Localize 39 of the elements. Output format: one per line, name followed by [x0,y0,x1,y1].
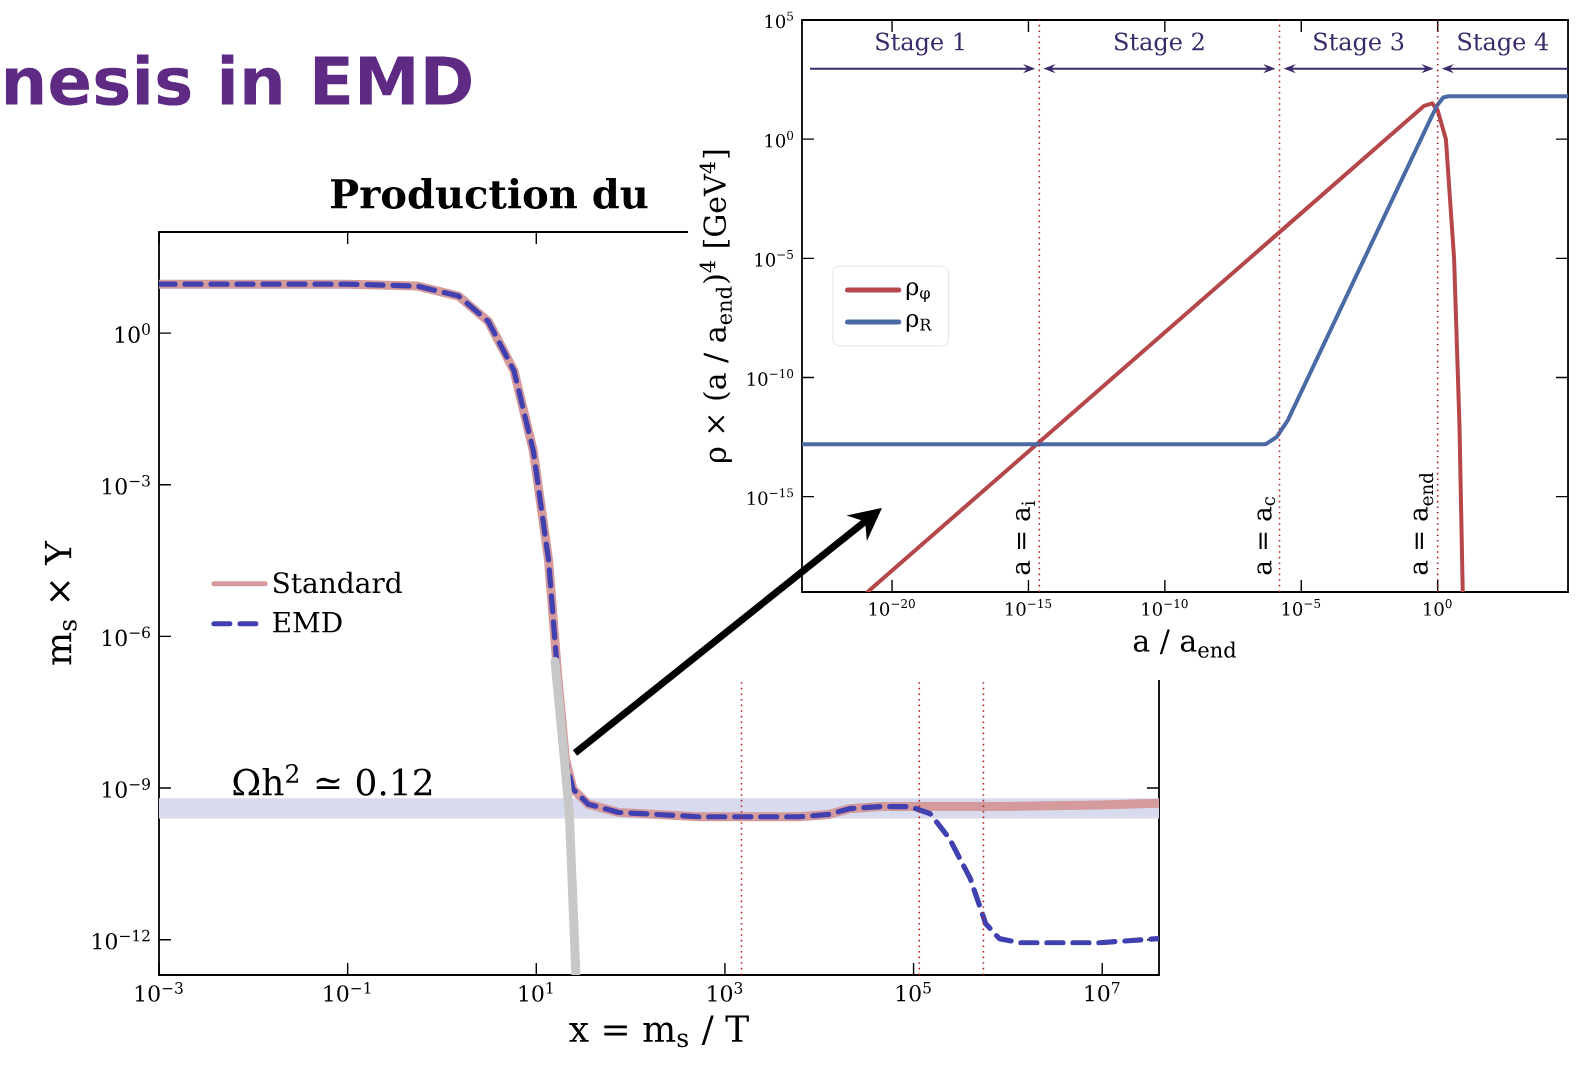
x-tick-label: 10$^{1}$ [519,982,553,1002]
legend-label: EMD [273,611,342,633]
text: nesis in EMD [5,54,471,106]
x-tick-label: 10$^{−15}$ [1006,599,1052,616]
x-axis-title: a / a$_{end}$ [1133,629,1237,658]
y-tick-label: 10$^{5}$ [765,11,794,29]
y-tick-label: 10$^{−12}$ [93,929,150,950]
ref-line-label: a = a$_{i}$ [1015,500,1035,575]
y-tick-label: 10$^{−5}$ [755,250,794,267]
legend-label: ρ$_{R}$ [906,314,932,332]
y-axis-title: m$_{s}$ × Y [44,540,77,665]
band-label: Ωh$^{2}$ ≃ 0.12 [233,764,432,796]
x-tick-label: 10$^{−10}$ [1142,599,1188,616]
x-tick-label: 10$^{−1}$ [324,982,371,1002]
x-tick-label: 10$^{5}$ [896,982,931,1002]
y-tick-label: 10$^{−15}$ [747,488,794,506]
y-tick-label: 10$^{−9}$ [102,778,150,798]
y-axis-title: ρ × (a / a$_{end}$)$^{4}$ [GeV$^{4}$] [699,150,732,462]
legend-label: ρ$_{φ}$ [906,282,930,302]
ref-line-label: a = a$_{end}$ [1413,472,1434,575]
legend-label: Standard [273,571,402,594]
y-tick-label: 10$^{−10}$ [747,369,794,386]
y-tick-label: 10$^{0}$ [765,130,794,148]
x-tick-label: 10$^{−5}$ [1282,599,1321,616]
x-tick-label: 10$^{−3}$ [135,982,183,1002]
y-tick-label: 10$^{0}$ [115,323,150,343]
x-tick-label: 10$^{7}$ [1085,982,1120,1002]
annotation: Stage 4 [1458,32,1549,56]
annotation: Stage 1 [876,32,964,56]
x-tick-label: 10$^{0}$ [1424,599,1452,616]
annotation: Stage 2 [1115,32,1204,56]
x-axis-title: x = m$_{s}$ / T [569,1015,749,1048]
chart-title: Production du [331,177,648,209]
y-tick-label: 10$^{−6}$ [102,626,150,647]
ref-line-label: a = a$_{c}$ [1257,496,1276,575]
x-tick-label: 10$^{3}$ [708,982,743,1002]
y-tick-label: 10$^{−3}$ [102,474,150,495]
x-tick-label: 10$^{−20}$ [869,599,915,616]
annotation: Stage 3 [1314,32,1404,56]
